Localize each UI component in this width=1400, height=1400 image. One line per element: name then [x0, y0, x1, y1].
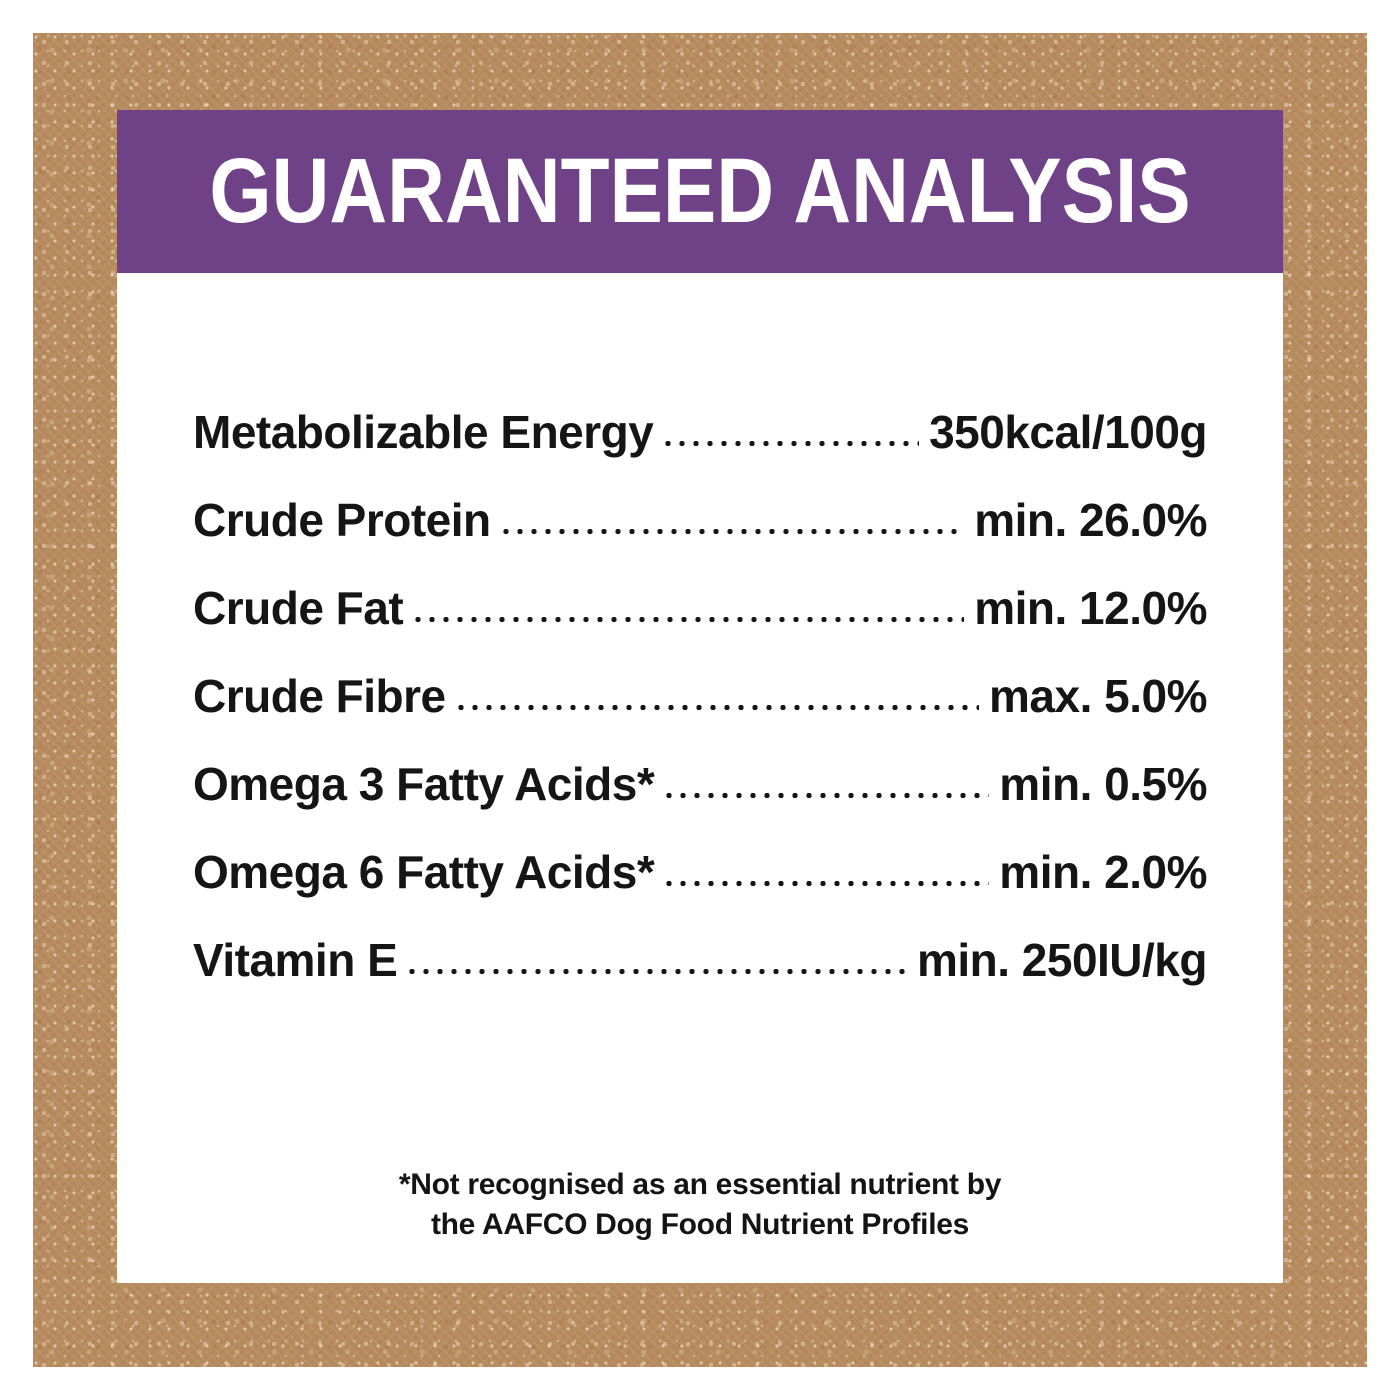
dotted-leader: [664, 879, 990, 888]
nutrient-row: Crude Fat min. 12.0%: [193, 564, 1207, 652]
nutrient-row: Crude Fibre max. 5.0%: [193, 652, 1207, 740]
dotted-leader: [455, 703, 980, 712]
panel-header: GUARANTEED ANALYSIS: [117, 110, 1283, 273]
nutrient-value: min. 26.0%: [974, 494, 1207, 546]
nutrient-label: Vitamin E: [193, 934, 398, 986]
nutrient-label: Crude Fibre: [193, 670, 446, 722]
nutrient-value: min. 2.0%: [999, 846, 1207, 898]
nutrient-row: Vitamin E min. 250IU/kg: [193, 916, 1208, 1004]
nutrient-label: Crude Fat: [193, 582, 404, 634]
nutrient-label: Omega 6 Fatty Acids*: [193, 846, 655, 898]
nutrient-value: min. 250IU/kg: [916, 934, 1208, 986]
nutrient-row: Crude Protein min. 26.0%: [193, 476, 1207, 564]
dotted-leader: [663, 439, 920, 448]
footnote: *Not recognised as an essential nutrient…: [117, 1165, 1283, 1245]
footnote-line-2: the AAFCO Dog Food Nutrient Profiles: [430, 1208, 970, 1241]
nutrient-label: Crude Protein: [193, 494, 491, 546]
textured-border-frame: GUARANTEED ANALYSIS Metabolizable Energy…: [33, 33, 1367, 1367]
dotted-leader: [664, 791, 990, 800]
dotted-leader: [407, 967, 907, 976]
guaranteed-analysis-panel: GUARANTEED ANALYSIS Metabolizable Energy…: [117, 110, 1283, 1283]
footnote-line-1: *Not recognised as an essential nutrient…: [398, 1168, 1002, 1201]
nutrient-value: min. 12.0%: [974, 582, 1207, 634]
panel-title: GUARANTEED ANALYSIS: [209, 140, 1191, 242]
nutrient-label: Metabolizable Energy: [193, 406, 654, 458]
nutrient-row: Metabolizable Energy 350kcal/100g: [193, 388, 1207, 476]
nutrient-row: Omega 3 Fatty Acids* min. 0.5%: [193, 740, 1207, 828]
dotted-leader: [413, 615, 965, 624]
nutrient-value: min. 0.5%: [999, 758, 1207, 810]
nutrient-value: 350kcal/100g: [929, 406, 1207, 458]
nutrient-value: max. 5.0%: [989, 670, 1207, 722]
nutrient-row: Omega 6 Fatty Acids* min. 2.0%: [193, 828, 1207, 916]
analysis-table: Metabolizable Energy 350kcal/100g Crude …: [117, 273, 1283, 1004]
dotted-leader: [500, 527, 965, 536]
nutrient-label: Omega 3 Fatty Acids*: [193, 758, 655, 810]
